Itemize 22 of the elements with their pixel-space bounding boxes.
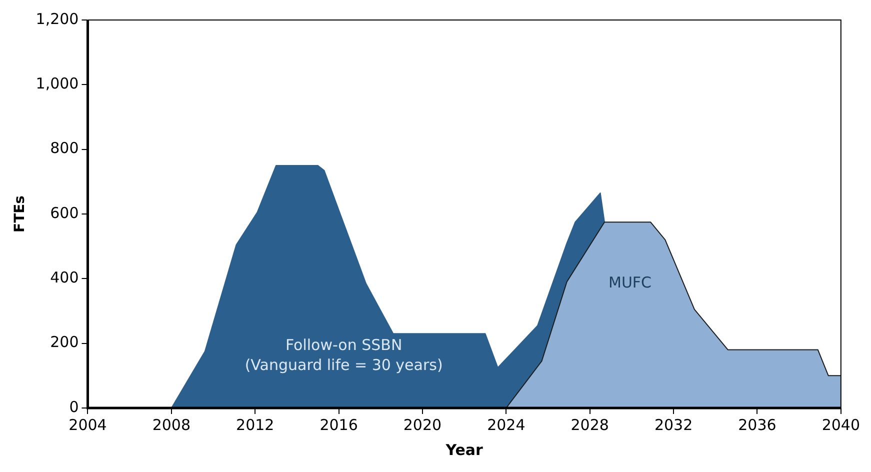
x-tick-label: 2016: [320, 416, 358, 434]
x-axis-title: Year: [444, 440, 484, 459]
x-tick-label: 2036: [738, 416, 776, 434]
y-tick-label: 800: [50, 139, 79, 158]
x-tick-label: 2040: [822, 416, 860, 434]
y-tick-label: 0: [69, 398, 79, 416]
x-tick-label: 2004: [68, 416, 107, 434]
x-tick-label: 2024: [487, 416, 526, 434]
series-label: MUFC: [608, 274, 652, 292]
y-tick-label: 1,200: [36, 10, 79, 28]
x-tick-label: 2012: [236, 416, 274, 434]
annotation: (Vanguard life = 30 years): [244, 356, 443, 374]
x-tick-label: 2008: [152, 416, 191, 434]
y-axis-title: FTEs: [12, 195, 28, 233]
y-tick-label: 400: [50, 268, 79, 287]
series-label: Follow-on SSBN: [285, 336, 402, 354]
y-tick-label: 600: [50, 204, 79, 222]
y-tick-label: 200: [50, 333, 79, 352]
x-tick-label: 2020: [403, 416, 442, 434]
x-tick-label: 2032: [654, 416, 693, 434]
x-tick-label: 2028: [570, 416, 609, 434]
y-tick-label: 1,000: [36, 74, 79, 93]
